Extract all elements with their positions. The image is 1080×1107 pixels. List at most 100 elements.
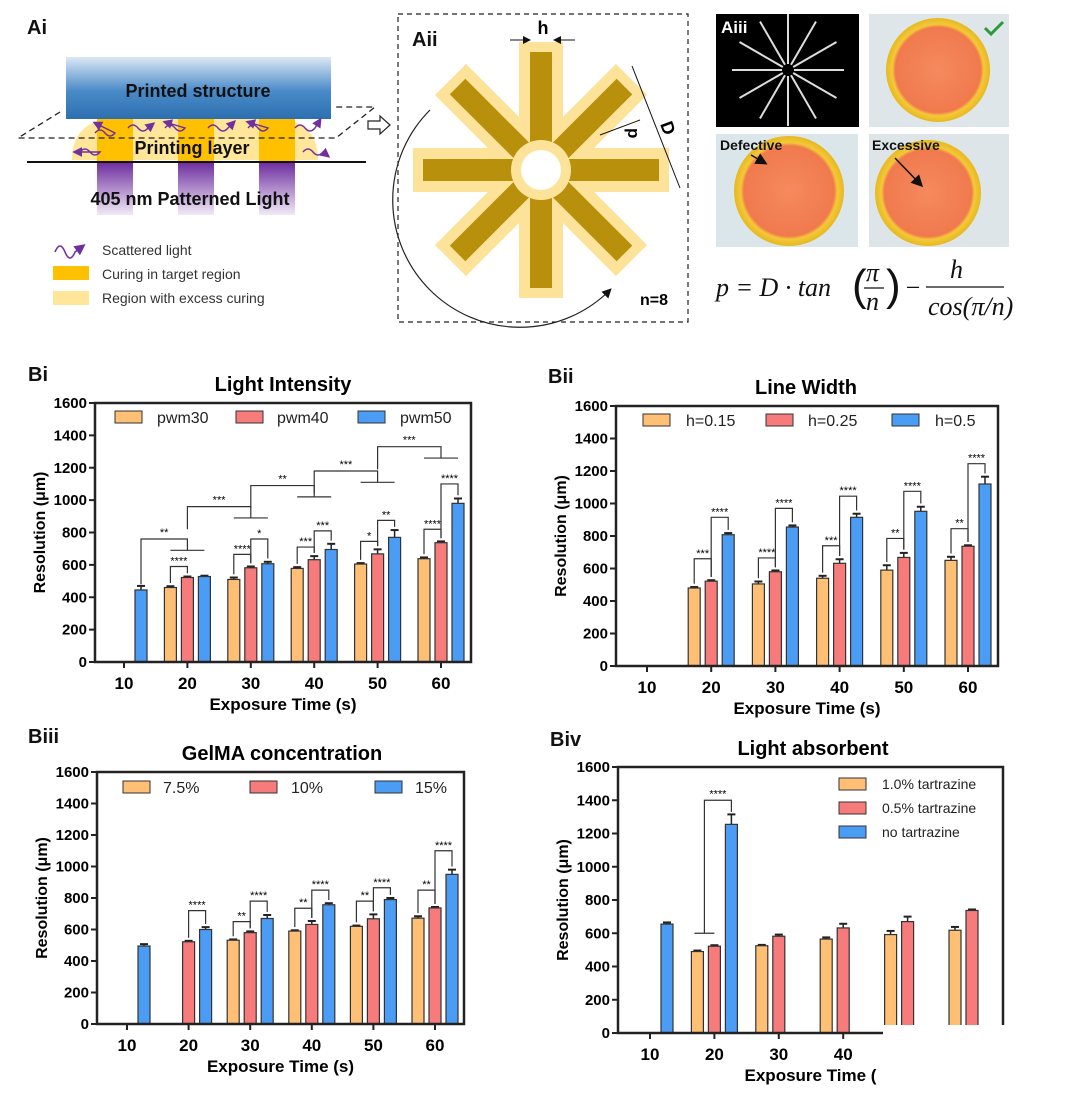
x-tick-label: 30: [241, 1036, 260, 1055]
plot-frame: [95, 770, 466, 1026]
y-tick-label: 1200: [575, 463, 608, 480]
y-tick-label: 0: [600, 658, 608, 675]
bar-pwm40: [244, 567, 258, 663]
printed-structure-block: [66, 57, 331, 119]
group-bracket: [140, 538, 188, 585]
panel-label-aiii: Aiii: [721, 18, 747, 37]
significance-label: **: [361, 890, 370, 902]
significance-label: ****: [441, 473, 459, 485]
x-tick-label: 30: [241, 674, 260, 693]
x-tick-label: 50: [894, 678, 913, 697]
bar-15-: [322, 904, 336, 1025]
legend-swatch: [357, 410, 386, 424]
y-axis-title: Resolution (μm): [553, 475, 570, 597]
scattered-light-icon: [54, 244, 86, 259]
x-axis-title: Exposure Time (: [745, 1066, 877, 1085]
bar-pwm50: [134, 589, 148, 663]
significance-label: ****: [711, 506, 729, 518]
x-tick-label: 20: [702, 678, 721, 697]
bar-10-: [428, 907, 442, 1025]
legend-swatch: [249, 780, 278, 794]
chart-title: GelMA concentration: [182, 743, 382, 765]
bar-h-0-15: [944, 559, 958, 667]
panel-label-ai: Ai: [27, 17, 47, 39]
bar-pwm40: [307, 559, 321, 663]
y-tick-label: 1000: [56, 859, 89, 876]
excess-curing-swatch: [53, 291, 89, 305]
panel-label-biv: Biv: [550, 729, 582, 751]
significance-label: ****: [170, 555, 188, 567]
legend-label: no tartrazine: [882, 824, 960, 840]
x-axis-title: Exposure Time (s): [207, 1057, 354, 1076]
bar-pwm40: [434, 542, 448, 663]
group-bracket: [313, 470, 379, 494]
rotation-arc: [392, 109, 612, 328]
y-tick-label: 800: [64, 890, 89, 907]
significance-label: ****: [709, 788, 727, 800]
chart-biii: GelMA concentration 0 200 400 600 800 1000 1200…: [34, 743, 466, 1076]
bar-1-0-tartrazine: [948, 929, 962, 1034]
y-tick-label: 0: [81, 1016, 89, 1033]
bar-pwm50: [388, 536, 402, 663]
bar-1-0-tartrazine: [819, 938, 833, 1034]
frac1-den: n: [866, 287, 879, 316]
bar-7-5-: [411, 917, 425, 1025]
bar-h-0-25: [768, 571, 783, 667]
chart-title: Light absorbent: [737, 738, 888, 760]
plot-frame: [614, 404, 1000, 668]
mask-star: [732, 14, 844, 126]
patterned-light-beam: [178, 163, 214, 215]
p-label: p: [624, 128, 643, 138]
legend-target-curing: Curing in target region: [102, 266, 241, 282]
y-tick-label: 600: [64, 922, 89, 939]
legend-label: 1.0% tartrazine: [882, 776, 976, 792]
legend-label: h=0.15: [686, 413, 735, 430]
bar-h-0-5: [849, 516, 864, 667]
y-tick-label: 1600: [54, 395, 87, 412]
significance-label: **: [955, 518, 964, 530]
y-tick-label: 1400: [577, 792, 610, 809]
y-tick-label: 800: [62, 525, 87, 542]
legend-label: 7.5%: [163, 780, 199, 797]
bar-10-: [182, 941, 196, 1025]
photo-optimal: [869, 14, 1009, 127]
mask-center: [783, 65, 793, 75]
bar-h-0-25: [832, 562, 847, 667]
x-tick-label: 20: [179, 1036, 198, 1055]
bar-pwm50: [261, 563, 275, 663]
star-pattern: [413, 42, 669, 298]
y-tick-label: 1600: [577, 759, 610, 776]
chart-bi: Light Intensity 0 200 400 600 800 1000 1200 1400…: [32, 374, 473, 714]
panel-label-bi: Bi: [28, 364, 48, 386]
y-axis-title: Resolution (μm): [555, 839, 572, 961]
significance-bracket: [434, 850, 453, 904]
y-tick-label: 200: [585, 992, 610, 1009]
bar-0-5-tartrazine: [965, 909, 979, 1034]
x-tick-label: 40: [302, 1036, 321, 1055]
significance-label: ****: [758, 547, 776, 559]
check-icon: [983, 20, 1005, 37]
y-tick-label: 400: [64, 953, 89, 970]
chart-biv: Light absorbent 0 200 400 600 800 1000 1200 1400…: [555, 738, 1005, 1085]
significance-bracket: [313, 530, 332, 553]
bar-h-0-5: [978, 483, 992, 667]
significance-label: **: [237, 911, 246, 923]
bar-h-0-5: [914, 510, 928, 667]
y-tick-label: 0: [79, 654, 87, 671]
legend-swatch: [765, 413, 794, 427]
bar-h-0-25: [704, 580, 718, 667]
legend-swatch: [838, 777, 867, 791]
panel-ai: Ai Printed structure Printing layer 405 …: [15, 17, 391, 306]
significance-bracket: [774, 507, 794, 568]
printing-layer-label: Printing layer: [134, 138, 249, 158]
arm-target: [530, 52, 552, 170]
bar-pwm40: [180, 576, 194, 663]
paren-close: ): [886, 261, 901, 310]
significance-bracket: [710, 516, 729, 577]
significance-label: ****: [435, 840, 453, 852]
legend-swatch: [838, 801, 867, 815]
legend-excess-curing: Region with excess curing: [102, 290, 265, 306]
target-curing-region: [259, 118, 295, 162]
significance-label: ***: [825, 535, 839, 547]
